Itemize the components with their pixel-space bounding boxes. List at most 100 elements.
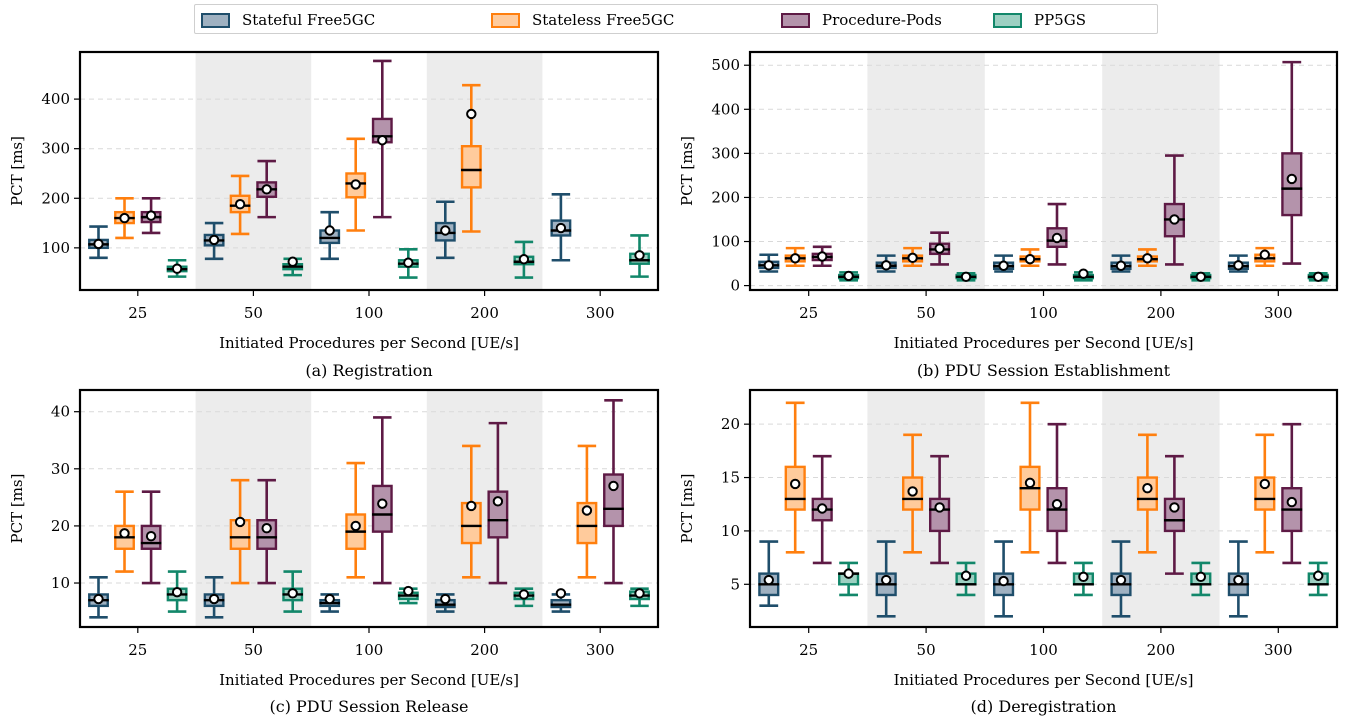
x-axis-label: Initiated Procedures per Second [UE/s] <box>219 671 519 689</box>
mean-marker <box>1115 574 1127 586</box>
y-axis-label: PCT [ms] <box>8 136 26 206</box>
mean-marker <box>1195 571 1207 583</box>
x-tick-label: 200 <box>1147 304 1176 322</box>
mean-marker <box>208 234 220 246</box>
plot-frame <box>748 50 1339 292</box>
mean-marker <box>763 574 774 586</box>
legend-item-procedure-pods: Procedure-Pods <box>781 10 942 30</box>
panel-caption: (b) PDU Session Establishment <box>917 361 1171 380</box>
shaded-band <box>867 52 985 290</box>
plot-frame <box>78 388 660 629</box>
y-tick-label: 200 <box>711 188 740 206</box>
legend-label-procedure-pods: Procedure-Pods <box>822 11 942 29</box>
mean-marker <box>1024 477 1036 489</box>
legend-swatch-pp5gs <box>993 12 1022 28</box>
mean-marker <box>261 523 272 534</box>
y-tick-label: 0 <box>730 277 740 295</box>
box-iqr <box>576 501 598 545</box>
x-tick-label: 200 <box>470 304 499 322</box>
legend-swatch-stateless <box>491 12 520 28</box>
mean-marker <box>403 257 414 268</box>
mean-marker <box>1259 249 1270 260</box>
mean-marker <box>960 570 972 581</box>
box-iqr <box>460 145 482 189</box>
y-tick-label: 500 <box>711 56 740 74</box>
mean-marker <box>1259 478 1270 490</box>
mean-marker <box>960 271 972 282</box>
mean-marker <box>1142 483 1153 494</box>
y-tick-label: 300 <box>711 144 740 162</box>
mean-marker <box>93 593 104 605</box>
x-axis-label: Initiated Procedures per Second [UE/s] <box>894 671 1194 689</box>
y-tick-label: 300 <box>41 140 70 158</box>
legend-item-stateful: Stateful Free5GC <box>201 10 375 30</box>
y-tick-label: 10 <box>721 522 740 540</box>
y-tick-label: 400 <box>711 100 740 118</box>
mean-marker <box>324 593 335 605</box>
mean-marker <box>93 238 104 250</box>
x-tick-label: 200 <box>1147 641 1176 659</box>
shaded-band <box>1102 52 1220 290</box>
mean-marker <box>171 586 183 598</box>
mean-marker <box>608 480 619 492</box>
y-tick-label: 15 <box>721 469 740 487</box>
x-tick-label: 300 <box>1264 304 1293 322</box>
mean-marker <box>261 184 272 195</box>
y-tick-label: 400 <box>41 90 70 108</box>
x-tick-label: 50 <box>917 641 936 659</box>
mean-marker <box>350 520 361 532</box>
mean-marker <box>1142 253 1153 264</box>
mean-marker <box>934 243 945 254</box>
mean-marker <box>234 199 246 210</box>
box-iqr <box>1136 476 1158 511</box>
mean-marker <box>1051 232 1063 244</box>
mean-marker <box>998 260 1009 271</box>
mean-marker <box>1078 268 1089 279</box>
mean-marker <box>403 585 414 597</box>
mean-marker <box>1233 574 1244 586</box>
mean-marker <box>817 251 828 262</box>
mean-marker <box>843 270 854 282</box>
mean-marker <box>377 135 388 146</box>
legend: Stateful Free5GC Stateless Free5GC Proce… <box>194 4 1158 34</box>
legend-swatch-stateful <box>201 12 230 28</box>
x-tick-label: 100 <box>355 304 384 322</box>
mean-marker <box>763 260 774 271</box>
x-tick-label: 300 <box>586 304 615 322</box>
y-tick-label: 5 <box>730 575 740 593</box>
mean-marker <box>907 486 918 497</box>
mean-marker <box>171 263 183 274</box>
mean-marker <box>555 222 567 234</box>
x-tick-label: 25 <box>128 641 147 659</box>
mean-marker <box>1115 260 1127 271</box>
mean-marker <box>492 496 504 507</box>
x-tick-label: 200 <box>470 641 499 659</box>
mean-marker <box>1024 253 1036 265</box>
x-tick-label: 50 <box>917 304 936 322</box>
x-tick-label: 100 <box>1029 304 1058 322</box>
mean-marker <box>1195 271 1207 282</box>
y-axis-label: PCT [ms] <box>678 136 696 206</box>
y-tick-label: 20 <box>721 415 740 433</box>
mean-marker <box>234 516 246 528</box>
mean-marker <box>1233 260 1244 271</box>
mean-marker <box>1313 570 1324 581</box>
x-axis-label: Initiated Procedures per Second [UE/s] <box>894 334 1194 352</box>
x-axis-label: Initiated Procedures per Second [UE/s] <box>219 334 519 352</box>
mean-marker <box>1313 271 1324 282</box>
mean-marker <box>324 225 335 236</box>
mean-marker <box>466 108 477 120</box>
x-tick-label: 25 <box>799 641 818 659</box>
mean-marker <box>555 588 567 599</box>
y-tick-label: 200 <box>41 189 70 207</box>
panel-caption: (d) Deregistration <box>971 697 1117 716</box>
mean-marker <box>880 574 892 586</box>
mean-marker <box>119 528 130 539</box>
mean-marker <box>880 260 892 271</box>
y-tick-label: 100 <box>41 239 70 257</box>
mean-marker <box>145 210 157 221</box>
legend-item-stateless: Stateless Free5GC <box>491 10 674 30</box>
mean-marker <box>145 530 157 542</box>
x-tick-label: 300 <box>1264 641 1293 659</box>
